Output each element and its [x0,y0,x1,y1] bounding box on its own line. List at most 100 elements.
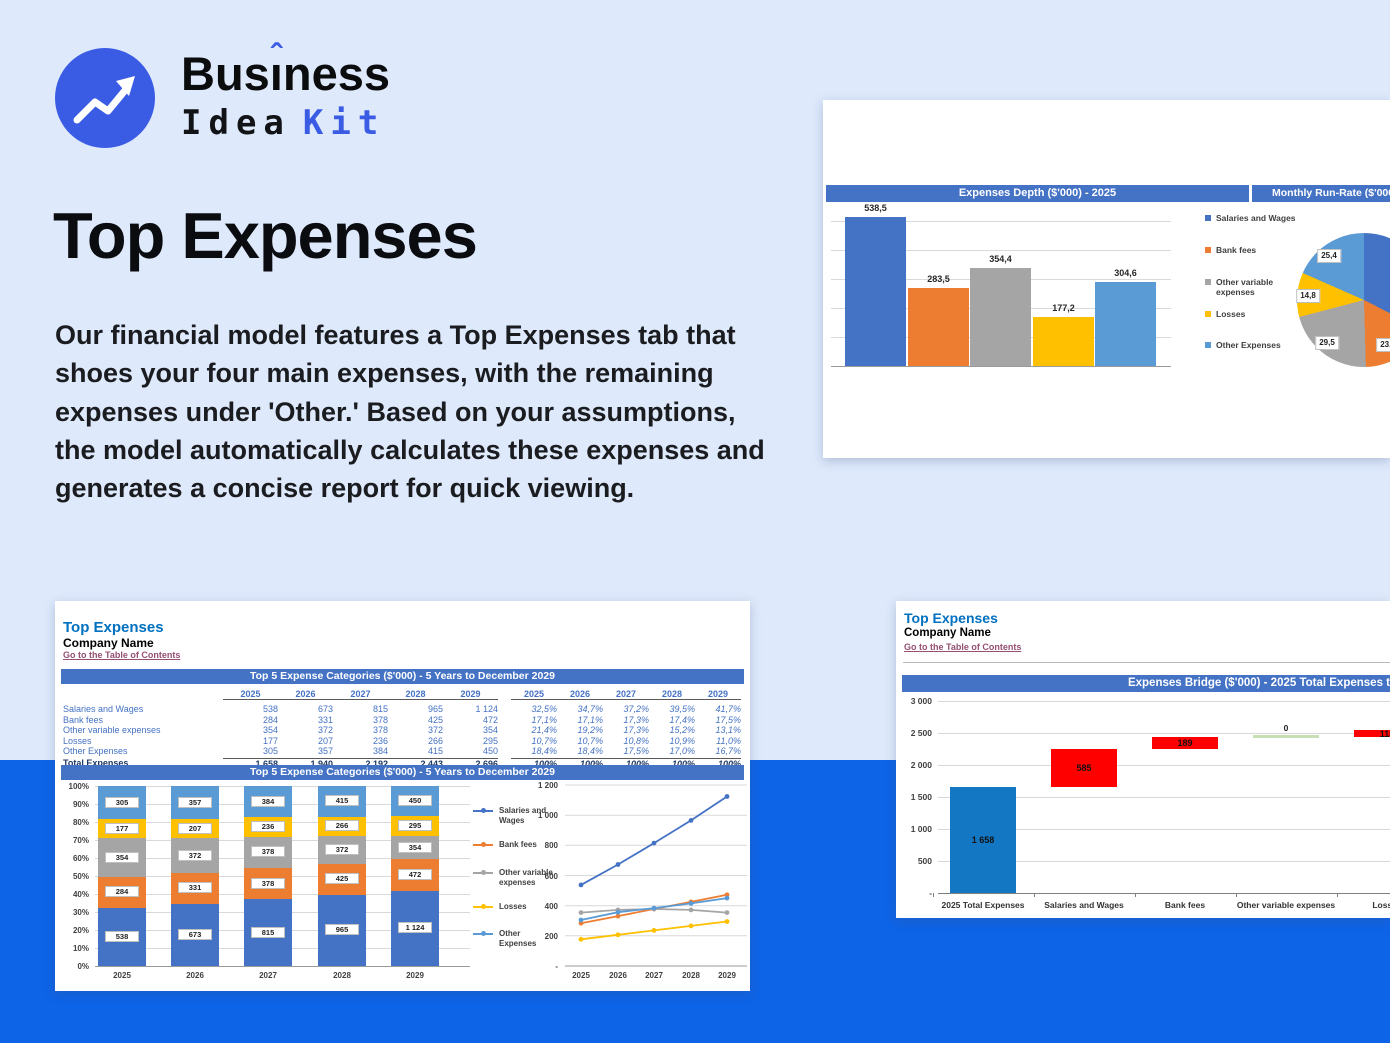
y-tick-label: 10% [72,944,89,953]
value-cell: 2026 [295,688,316,699]
legend-swatch [1205,311,1211,317]
legend-label: Other Expenses [1216,340,1281,350]
table-row: Total Expenses 1 658 1 940 2 192 2 443 2 696 1… [63,757,744,770]
legend-label: Bank fees [499,840,537,849]
line-x-tick-label: 2028 [682,971,700,980]
x-axis-tick [1034,893,1035,897]
percent-cell: 10,8% [623,735,649,746]
percent-cell: 17,1% [577,714,603,725]
value-cell: 2 192 [365,758,388,769]
legend-label: Other variable expenses [1216,277,1274,297]
percent-group: 18,4% 18,4% 17,5% 17,0% 16,7% [511,746,741,756]
percent-cell: 17,4% [669,714,695,725]
value-cell: 2028 [405,688,426,699]
line-x-tick-label: 2029 [718,971,736,980]
percent-cell: 10,7% [577,735,603,746]
logo-trend-arrow-icon [55,48,155,148]
percent-cell: 2025 [523,688,545,699]
percent-cell: 17,5% [715,714,741,725]
depth-bar-value-label: 283,5 [927,274,950,284]
company-name: Company Name [904,627,991,639]
line-y-tick-label: 600 [544,871,558,881]
percent-cell: 15,2% [669,725,695,736]
value-cell: 384 [372,746,388,757]
legend-item: Bank fees [1205,245,1305,269]
legend-marker [481,931,486,936]
line-x-tick-label: 2025 [572,971,590,980]
legend-swatch [1205,247,1211,253]
percent-group: 2025 2026 2027 2028 2029 [511,689,741,700]
depth-bar-value-label: 354,4 [989,254,1012,264]
gridline [938,797,1390,798]
depth-bar-value-label: 538,5 [864,203,887,213]
legend-marker [481,870,486,875]
legend-swatch [1205,279,1211,285]
gridline [938,893,1390,894]
percent-group: 17,1% 17,1% 17,3% 17,4% 17,5% [511,715,741,725]
percent-cell: 17,1% [531,714,557,725]
table-section-header: Top 5 Expense Categories ($'000) - 5 Yea… [61,669,744,684]
value-cell: 378 [372,714,388,725]
stack-value-label: 331 [178,882,212,894]
stacked-and-line-charts: 0% 10% 20% 30% 40% 50% 60% 70% 80% 90% 100% 538 284 3… [55,601,750,991]
y-tick-label: 50% [72,872,89,881]
line-y-tick-label: 200 [544,931,558,941]
value-cell: 425 [427,714,443,725]
x-axis-line [831,366,1171,367]
y-tick-label: 70% [72,836,89,845]
percent-cell: 16,7% [715,746,741,757]
divider-line [903,662,1390,663]
y-tick-label: 30% [72,908,89,917]
value-cell: 354 [482,725,498,736]
waterfall-bar-label: 189 [1177,738,1193,749]
percent-cell: 2026 [569,688,591,699]
percent-cell: 11,0% [716,735,741,746]
table-row: Salaries and Wages 538 673 815 965 1 124 32,5%… [63,704,744,715]
value-group: 354 372 378 372 354 [223,725,498,735]
percent-cell: 10,9% [669,735,695,746]
depth-bar-5 [1095,282,1156,366]
percent-cell: 100% [717,758,741,769]
sheet-title: Top Expenses [904,610,998,626]
x-category-label: Bank fees [1164,900,1206,910]
value-group: 284 331 378 425 472 [223,715,498,725]
value-cell: 450 [482,746,498,757]
value-cell: 2025 [240,688,261,699]
gridline [831,250,1171,251]
gridline [938,765,1390,766]
table-of-contents-link[interactable]: Go to the Table of Contents [63,650,181,660]
percent-cell: 37,2% [623,704,649,715]
legend-item: Salaries and Wages [1205,213,1305,237]
x-axis-tick [1236,893,1237,897]
monthly-runrate-chart-title: Monthly Run-Rate ($'000 [1252,185,1390,202]
x-category-label: 2025 Total Expenses [941,900,1025,910]
line-legend-item: Salaries and Wages [473,806,559,828]
depth-bar-4 [1033,317,1094,366]
value-cell: 207 [317,735,333,746]
logo: Bus ˆ ıness Idea Kit [55,38,475,158]
line-y-tick-label: 400 [544,901,558,911]
table-of-contents-link[interactable]: Go to the Table of Contents [904,642,1022,652]
percent-cell: 17,3% [623,725,649,736]
value-cell: 673 [317,704,333,715]
line-chart [565,784,747,967]
logo-word-business: Bus ˆ ıness [181,38,390,100]
legend-label: Other Expenses [499,929,537,948]
value-group: 538 673 815 965 1 124 [223,704,498,714]
x-tick-label: 2025 [113,971,131,980]
value-cell: 177 [262,735,278,746]
sheet-title: Top Expenses [63,619,164,636]
legend-label: Other variable expenses [499,868,553,887]
page-title: Top Expenses [53,199,478,272]
percent-cell: 41,7% [715,704,741,715]
trend-arrow-graphic [73,76,135,124]
value-cell: 354 [262,725,278,736]
depth-bar-2 [908,288,969,366]
stack-value-label: 415 [325,795,359,807]
top-expenses-worksheet: Top Expenses Company Name Go to the Tabl… [55,601,750,991]
value-cell: 284 [262,714,278,725]
stack-value-label: 815 [251,926,285,938]
gridline [938,829,1390,830]
value-cell: 266 [427,735,443,746]
waterfall-bar-label: 1 658 [971,834,995,845]
